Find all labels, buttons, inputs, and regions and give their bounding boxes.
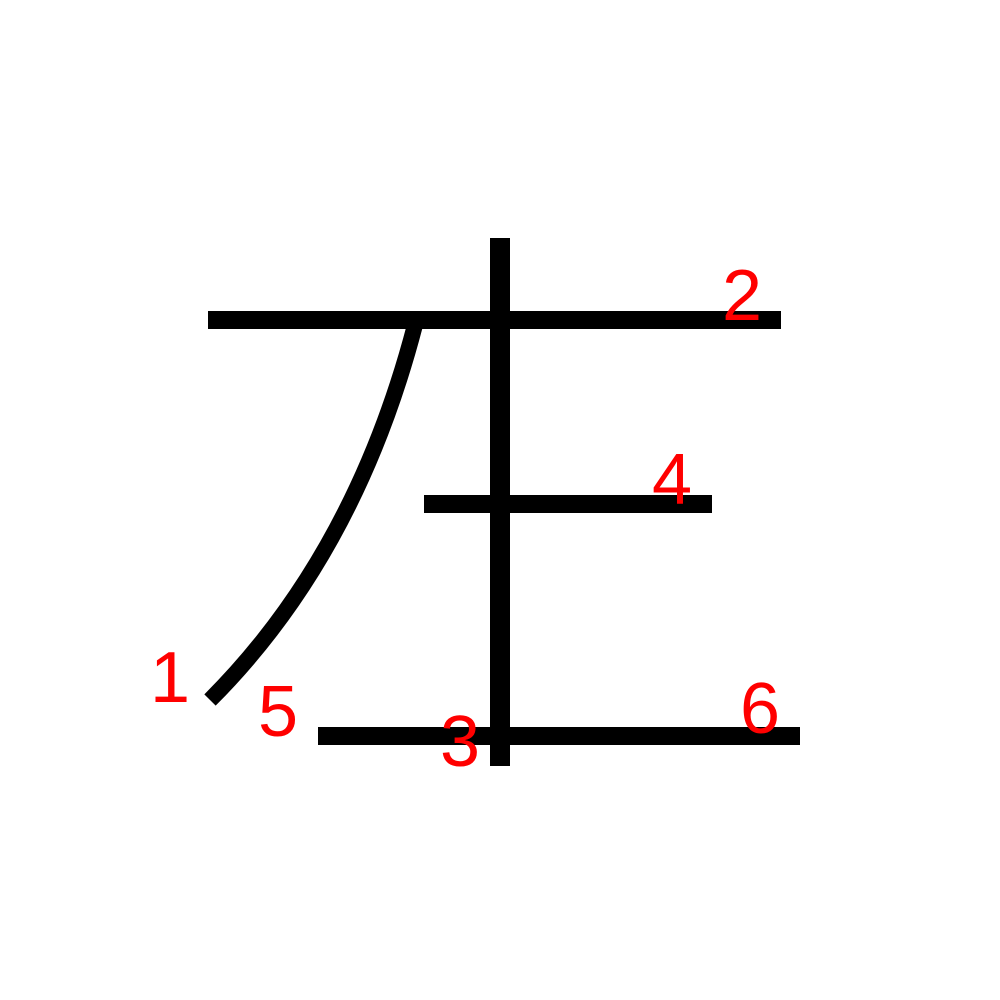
- stroke-1-curve: [204, 322, 423, 706]
- stroke-number-1: 1: [150, 638, 190, 718]
- stroke-number-5: 5: [258, 672, 298, 752]
- stroke-number-2: 2: [722, 256, 762, 336]
- stroke-number-4: 4: [652, 440, 692, 520]
- stroke-number-3: 3: [440, 702, 480, 782]
- stroke-number-6: 6: [740, 669, 780, 749]
- strokes-group: [204, 238, 800, 766]
- stroke-numbers-group: 1 2 3 4 5 6: [150, 256, 780, 782]
